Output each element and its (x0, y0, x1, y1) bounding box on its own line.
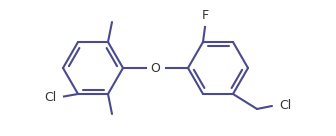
Text: F: F (202, 9, 209, 22)
Text: Cl: Cl (44, 92, 56, 104)
Text: O: O (151, 61, 160, 75)
Text: Cl: Cl (279, 99, 291, 112)
